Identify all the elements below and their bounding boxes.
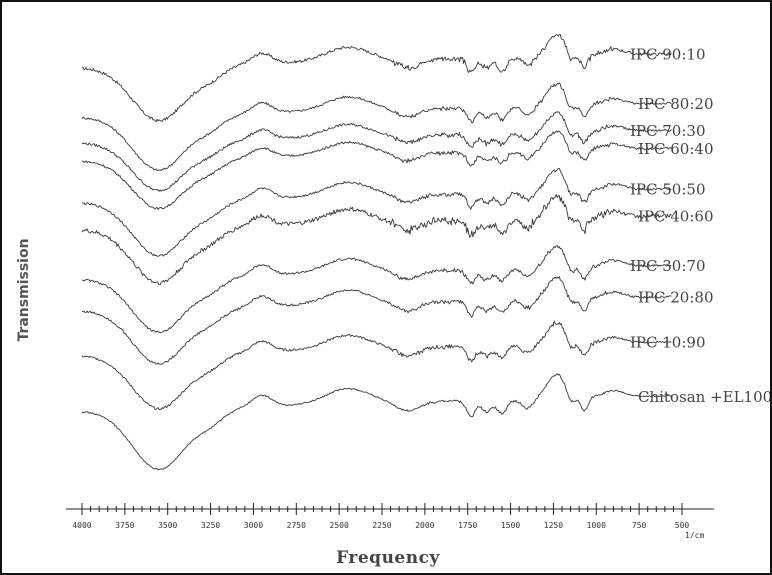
- y-axis-label: Transmission: [16, 238, 32, 342]
- spectrum-line: [81, 167, 672, 257]
- spectrum-line: [82, 34, 672, 123]
- series-label: IPC 30:70: [630, 257, 706, 275]
- series-label: IPC 50:50: [630, 181, 706, 199]
- series-label: Chitosan +EL100: [638, 388, 772, 406]
- series-label: IPC 70:30: [630, 122, 706, 140]
- x-axis-label: Frequency: [336, 548, 440, 568]
- spectrum-line: [81, 373, 672, 471]
- x-axis-unit: 1/cm: [685, 531, 704, 540]
- series-label: IPC 40:60: [638, 208, 714, 226]
- x-tick-label: 2000: [415, 521, 434, 530]
- x-tick-label: 1500: [501, 521, 520, 530]
- x-tick-label: 2250: [372, 521, 391, 530]
- x-tick-label: 2750: [287, 521, 306, 530]
- spectrum-line: [81, 320, 672, 411]
- x-axis: 4000 3750 3500 3250 3000 2750 2500 2250 2000 1750…: [66, 503, 714, 530]
- series-label: IPC 80:20: [638, 95, 714, 113]
- x-tick-label: 3250: [201, 521, 220, 530]
- spectra-group: [81, 34, 672, 471]
- spectrum-line: [81, 245, 672, 334]
- spectrum-line: [81, 111, 672, 192]
- spectrum-line: [81, 82, 672, 172]
- series-label: IPC 20:80: [638, 289, 714, 307]
- spectrum-line: [81, 276, 672, 365]
- series-label: IPC 60:40: [638, 140, 714, 158]
- x-tick-label: 1000: [587, 521, 606, 530]
- x-tick-label: 500: [675, 521, 690, 530]
- x-tick-label: 1750: [458, 521, 477, 530]
- spectrum-line: [81, 194, 672, 286]
- x-tick-label: 2500: [330, 521, 349, 530]
- spectrum-line: [82, 130, 672, 211]
- x-tick-label: 750: [632, 521, 647, 530]
- x-tick-label: 3000: [244, 521, 263, 530]
- series-label: IPC 90:10: [630, 46, 706, 64]
- x-tick-label: 4000: [72, 521, 91, 530]
- x-tick-label: 3750: [115, 521, 134, 530]
- x-tick-label: 3500: [158, 521, 177, 530]
- x-tick-label: 1250: [544, 521, 563, 530]
- series-label: IPC 10:90: [630, 334, 706, 352]
